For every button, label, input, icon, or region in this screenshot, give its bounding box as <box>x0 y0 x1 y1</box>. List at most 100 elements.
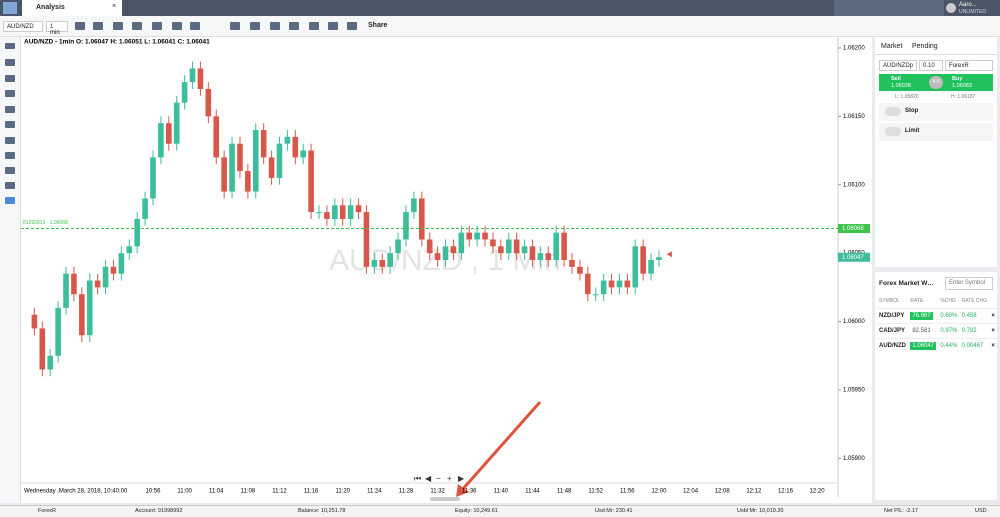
status-item: ForexR <box>38 508 57 514</box>
x-tick-label: 12:12 <box>746 489 762 495</box>
watchlist-title[interactable]: Forex Market W… <box>879 280 934 287</box>
candle-body <box>561 232 567 260</box>
buy-label[interactable]: Buy <box>952 76 963 82</box>
tool[interactable] <box>5 152 15 159</box>
tool[interactable] <box>190 22 200 30</box>
tool[interactable] <box>250 22 260 30</box>
scrollbar[interactable] <box>430 497 460 501</box>
x-tick-label: 11:32 <box>430 489 445 495</box>
tool[interactable] <box>5 197 15 204</box>
tool[interactable] <box>5 121 15 128</box>
candle-body <box>395 239 401 254</box>
tool[interactable] <box>152 22 162 30</box>
sell-price[interactable]: 1.06038 <box>891 83 911 89</box>
pct-change: 0.44% <box>940 343 958 349</box>
candle-body <box>39 328 46 370</box>
share-button[interactable]: Share <box>368 22 388 29</box>
rate: 82.581 <box>908 324 938 339</box>
candle-body <box>403 212 409 240</box>
tool[interactable] <box>328 22 338 30</box>
column-header: SYMBOL <box>879 298 900 304</box>
stop-row: Stop <box>879 103 993 121</box>
candle-body <box>284 136 291 144</box>
rate-change: 0.792 <box>961 328 977 334</box>
tool[interactable] <box>172 22 182 30</box>
interval-select[interactable]: 1 min <box>46 21 68 36</box>
candle-body <box>47 355 54 370</box>
tool[interactable] <box>5 182 15 189</box>
x-tick-label: 11:48 <box>557 489 572 495</box>
candle-body <box>181 82 188 103</box>
tool[interactable] <box>75 22 85 30</box>
candle-body <box>86 280 93 336</box>
x-tick-label: 11:00 <box>177 489 192 495</box>
order-tag <box>838 224 870 234</box>
trade-panel: Market Pending AUD/NZDp 0.10 ForexR Sell… <box>875 37 997 267</box>
candle-body <box>300 150 307 158</box>
zoom-out[interactable]: − <box>436 474 441 483</box>
x-tick-label: 11:44 <box>525 489 540 495</box>
rate-value: 76.987 <box>910 312 933 320</box>
tab[interactable]: Pending <box>912 43 938 50</box>
quantity-input[interactable]: 0.10 <box>919 60 943 71</box>
close[interactable]: × <box>112 3 117 10</box>
tool[interactable] <box>5 59 15 66</box>
tool[interactable] <box>5 137 15 144</box>
candle-body <box>245 171 251 192</box>
logo <box>3 2 17 14</box>
symbol-input[interactable]: AUD/NZDp <box>879 60 917 71</box>
remove[interactable]: × <box>991 328 995 334</box>
tool[interactable] <box>289 22 299 30</box>
tool[interactable] <box>5 167 15 174</box>
annotation-arrow <box>460 401 542 491</box>
tool[interactable] <box>93 22 103 30</box>
symbol-input[interactable]: AUD/NZD <box>3 21 43 32</box>
chart-title: AUD/NZD - 1min O: 1.06047 H: 1.06051 L: … <box>24 39 210 46</box>
x-tick-label: 11:20 <box>335 489 350 495</box>
candle-body <box>513 239 520 254</box>
tab[interactable]: Analysis × <box>22 0 122 16</box>
toolbar: AUD/NZD 1 min Share <box>0 16 1000 37</box>
remove[interactable]: × <box>991 313 995 319</box>
candle-body <box>316 212 322 214</box>
tool[interactable] <box>270 22 280 30</box>
last-price-tag <box>838 252 870 262</box>
tool[interactable] <box>230 22 240 30</box>
candle-body <box>458 232 465 254</box>
avatar[interactable] <box>946 3 956 13</box>
tool[interactable] <box>113 22 123 30</box>
x-tick-label: 12:20 <box>810 489 826 495</box>
trade-buttons: Sell 1.06038 4.5 Buy 1.06083 <box>879 74 993 91</box>
sell-label[interactable]: Sell <box>891 76 901 82</box>
status-item: Equity: 10,249.61 <box>455 508 498 514</box>
nav-forward[interactable]: ▶ <box>458 474 465 483</box>
status-bar: ForexR Account: 91998992 Balance: 10,251.7… <box>0 505 1000 517</box>
nav-first[interactable]: ⏮ <box>414 474 421 483</box>
status-item: Account: 91998992 <box>135 508 183 514</box>
watch-row: CAD/JPY 82.581 0.97% 0.792 × <box>877 323 997 339</box>
tool[interactable] <box>347 22 357 30</box>
tool[interactable] <box>309 22 319 30</box>
tool[interactable] <box>5 90 15 97</box>
buy-price[interactable]: 1.06083 <box>952 83 972 89</box>
remove[interactable]: × <box>991 343 995 349</box>
candle-body <box>292 136 299 158</box>
toggle[interactable] <box>885 107 901 116</box>
tab[interactable]: Market <box>881 43 903 50</box>
nav-back[interactable]: ◀ <box>425 474 432 483</box>
zoom-in[interactable]: + <box>447 474 452 483</box>
candle-body <box>118 253 125 274</box>
x-tick-label: 12:00 <box>651 489 667 495</box>
account-select[interactable]: ForexR <box>945 60 993 71</box>
toggle[interactable] <box>885 127 901 136</box>
search-input[interactable]: Enter Symbol <box>945 277 993 290</box>
tool[interactable] <box>5 75 15 82</box>
candle-body <box>363 212 370 267</box>
candle-body <box>592 294 599 296</box>
candle-body <box>387 253 393 267</box>
tool[interactable] <box>5 43 15 49</box>
tool[interactable] <box>132 22 142 30</box>
tool[interactable] <box>5 106 15 113</box>
candle-body <box>434 253 441 260</box>
